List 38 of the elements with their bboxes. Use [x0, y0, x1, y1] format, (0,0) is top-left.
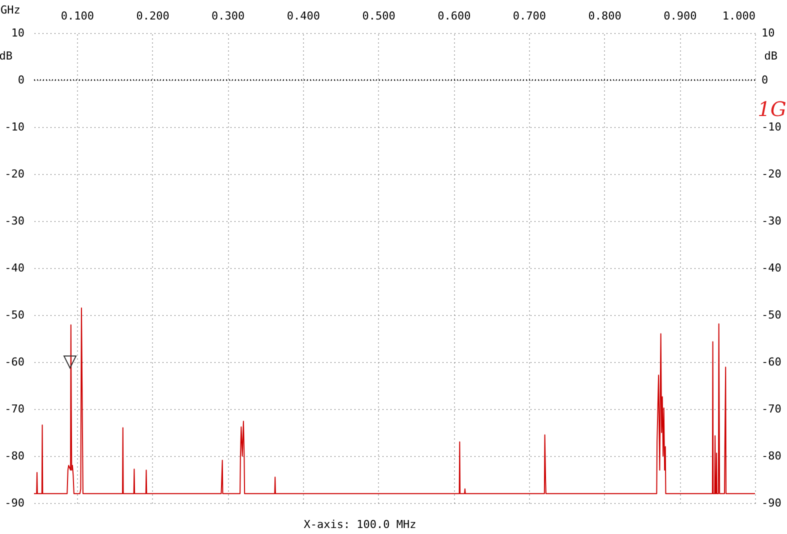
y-axis-title: dB [0, 50, 13, 62]
y-tick-label: -10 [4, 120, 24, 134]
y2-tick-label: 0 [762, 74, 768, 86]
line-series [34, 307, 755, 494]
y2-tick-label: -70 [762, 402, 782, 416]
y2-tick-label: -40 [762, 262, 782, 274]
y-tick-label: -20 [4, 168, 24, 180]
y-tick-label: -30 [4, 214, 24, 228]
y2-tick-label: -10 [762, 120, 782, 134]
x-tick-label: 0.900 [664, 10, 697, 22]
y-tick-label: -90 [4, 496, 24, 510]
y-tick-label: -70 [4, 402, 24, 416]
x-tick-label: 0.800 [588, 10, 622, 22]
y-tick-label: 0 [18, 74, 24, 86]
x-tick-label: 0.200 [136, 10, 170, 22]
y2-tick-label: -80 [762, 450, 782, 462]
y-tick-label: -40 [4, 262, 24, 274]
y2-axis-title: dB [764, 50, 778, 62]
x-axis-title: GHz [0, 4, 20, 16]
y-tick-label: 10 [11, 26, 24, 40]
y2-tick-label: 10 [762, 26, 775, 40]
x-tick-label: 1.000 [722, 10, 756, 22]
y2-tick-label: -50 [762, 308, 782, 322]
y-tick-label: -80 [4, 450, 24, 462]
x-tick-label: 0.600 [438, 10, 471, 22]
x-tick-label: 0.400 [286, 10, 320, 22]
text: 1G [758, 97, 786, 121]
y2-tick-label: -30 [762, 214, 782, 228]
y-tick-label: -50 [4, 308, 24, 322]
x-tick-label: 0.500 [362, 10, 396, 22]
y2-tick-label: -90 [762, 496, 782, 510]
text: X-axis: 100.0 MHz [304, 518, 416, 531]
y-tick-label: -60 [4, 356, 24, 368]
x-tick-label: 0.700 [512, 10, 546, 22]
y2-tick-label: -60 [762, 356, 782, 368]
x-tick-label: 0.300 [212, 10, 245, 22]
x-tick-label: 0.100 [60, 10, 94, 22]
y2-tick-label: -20 [762, 168, 782, 180]
